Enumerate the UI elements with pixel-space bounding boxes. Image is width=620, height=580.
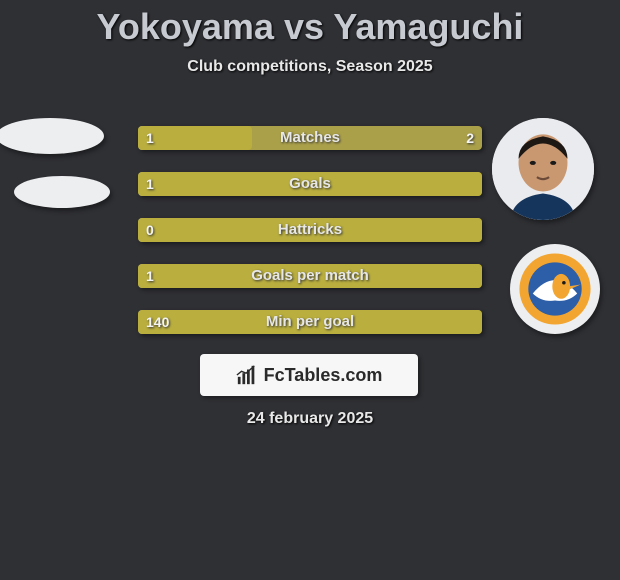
- stat-label: Min per goal: [138, 310, 482, 334]
- right-avatars: [492, 118, 612, 356]
- brand-box[interactable]: FcTables.com: [200, 354, 418, 396]
- left-player-avatar: [0, 118, 104, 154]
- team-crest-icon: [515, 249, 595, 329]
- stat-label: Hattricks: [138, 218, 482, 242]
- stat-label: Matches: [138, 126, 482, 150]
- stat-row: 1Matches2: [138, 126, 482, 150]
- stat-row: 0Hattricks: [138, 218, 482, 242]
- right-team-badge: [510, 244, 600, 334]
- stat-label: Goals per match: [138, 264, 482, 288]
- page-title: Yokoyama vs Yamaguchi: [0, 0, 620, 48]
- brand-text: FcTables.com: [264, 365, 383, 386]
- page-subtitle: Club competitions, Season 2025: [0, 58, 620, 76]
- stat-right-value: 2: [466, 126, 474, 150]
- chart-icon: [236, 364, 258, 386]
- player-face-icon: [492, 118, 594, 220]
- comparison-date: 24 february 2025: [0, 410, 620, 428]
- left-avatars: [0, 118, 128, 230]
- stat-row: 140Min per goal: [138, 310, 482, 334]
- stat-row: 1Goals: [138, 172, 482, 196]
- stat-label: Goals: [138, 172, 482, 196]
- stat-row: 1Goals per match: [138, 264, 482, 288]
- right-player-avatar: [492, 118, 594, 220]
- stats-bars: 1Matches2 1Goals 0Hattricks 1Goals per matc…: [138, 126, 482, 356]
- left-team-badge: [14, 176, 110, 208]
